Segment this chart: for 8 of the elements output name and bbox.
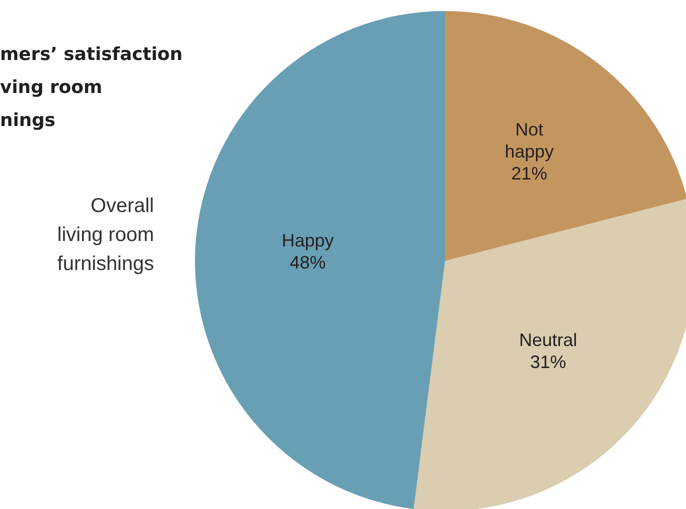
- slice-label: Not happy: [504, 119, 554, 162]
- data-label: 31%: [530, 352, 566, 372]
- slice-label: Neutral: [519, 330, 578, 350]
- text: mers’ satisfaction ving room nings: [0, 43, 183, 133]
- slice-label: Happy: [282, 230, 334, 250]
- data-label: 21%: [511, 163, 548, 184]
- data-label: 48%: [290, 252, 326, 272]
- text: Overall living room furnishings: [57, 194, 154, 277]
